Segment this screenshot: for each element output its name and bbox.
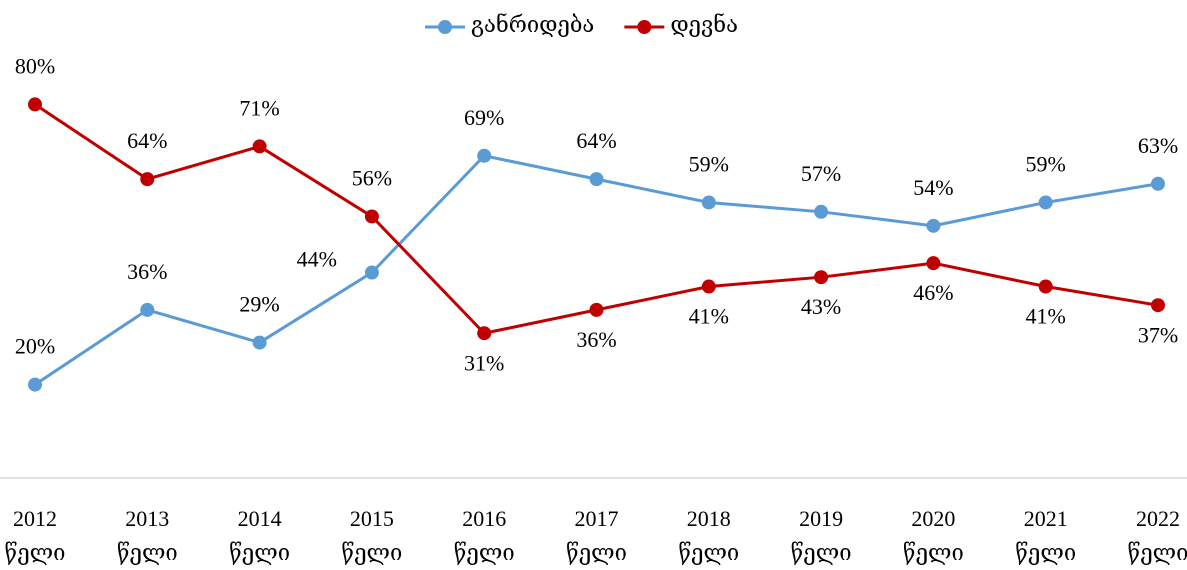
point <box>252 335 267 350</box>
point <box>28 97 42 112</box>
point <box>140 302 155 317</box>
x-tick-label: 2017 წელი <box>566 506 627 565</box>
point <box>364 209 379 224</box>
point <box>926 218 941 233</box>
data-label: 63% <box>1138 133 1178 158</box>
data-label: 43% <box>801 294 841 319</box>
point <box>701 279 716 294</box>
x-tick-label: 2021 წელი <box>1015 506 1077 565</box>
data-label: 46% <box>913 280 953 305</box>
point <box>1038 279 1053 294</box>
x-tick-label: 2018 წელი <box>678 506 740 565</box>
data-label: 54% <box>913 175 953 200</box>
point <box>364 265 379 280</box>
x-tick-label: 2014 წელი <box>229 506 291 565</box>
data-label: 31% <box>464 350 504 375</box>
point <box>701 195 716 210</box>
data-label: 41% <box>1026 304 1066 329</box>
point <box>1151 298 1165 313</box>
x-tick-label: 2013 წელი <box>116 506 178 565</box>
data-label: 69% <box>464 105 504 130</box>
legend-label: განრიდება <box>471 12 594 37</box>
legend-label: დევნა <box>670 12 738 37</box>
point <box>1038 195 1053 210</box>
point <box>589 302 604 317</box>
data-label: 37% <box>1138 322 1178 347</box>
point <box>477 326 492 341</box>
point <box>1151 176 1165 191</box>
data-label: 41% <box>689 304 729 329</box>
x-tick-label: 2016 წელი <box>453 506 515 565</box>
point <box>814 204 829 219</box>
point <box>252 139 267 154</box>
data-label: 59% <box>1026 152 1066 177</box>
x-tick-label: 2020 წელი <box>902 506 964 565</box>
point <box>140 172 155 187</box>
legend-marker <box>637 20 652 34</box>
data-label: 57% <box>801 161 841 186</box>
point <box>814 270 829 285</box>
point <box>477 148 492 163</box>
legend-marker <box>438 20 452 34</box>
data-label: 36% <box>127 259 167 284</box>
data-label: 36% <box>576 327 616 352</box>
data-label: 80% <box>15 53 55 78</box>
point <box>589 172 604 187</box>
point <box>28 377 42 392</box>
data-label: 59% <box>689 152 729 177</box>
data-label: 20% <box>15 334 55 359</box>
data-label: 44% <box>297 247 337 272</box>
point <box>926 256 941 271</box>
x-tick-label: 2012 წელი <box>4 506 66 565</box>
data-label: 64% <box>576 128 616 153</box>
x-tick-label: 2019 წელი <box>790 506 852 565</box>
data-label: 56% <box>352 166 392 191</box>
data-label: 71% <box>239 95 279 120</box>
data-label: 29% <box>239 292 279 317</box>
x-tick-label: 2015 წელი <box>341 506 403 565</box>
x-tick-label: 2022 წელი <box>1127 506 1187 565</box>
data-label: 64% <box>127 128 167 153</box>
